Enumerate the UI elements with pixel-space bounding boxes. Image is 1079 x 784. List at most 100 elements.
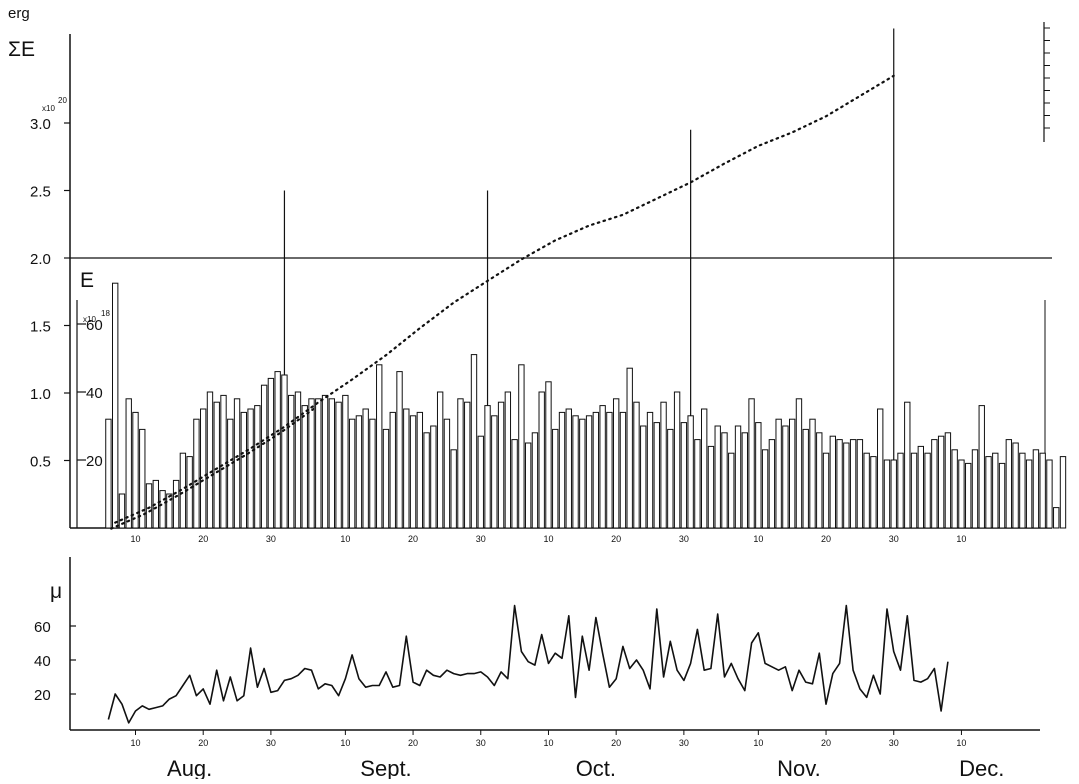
- energy-bar: [572, 415, 579, 529]
- energy-bar: [518, 364, 525, 529]
- energy-bar: [856, 439, 864, 529]
- upper-x-tick-label: 20: [821, 534, 831, 544]
- mu-line: [107, 604, 949, 724]
- mu-axis-tick-label: 60: [34, 619, 51, 636]
- energy-bar: [491, 415, 498, 529]
- upper-unit-label: erg: [8, 5, 30, 22]
- upper-x-tick-label: 10: [130, 534, 140, 544]
- energy-bar: [457, 398, 464, 529]
- lower-x-tick-label: 10: [340, 738, 350, 748]
- energy-bar: [1039, 452, 1046, 529]
- energy-bar: [565, 408, 572, 529]
- sum-axis-tick-label: 1.0: [30, 386, 51, 403]
- energy-bar: [342, 394, 349, 529]
- energy-bar: [294, 391, 302, 529]
- lower-x-tick-label: 10: [753, 738, 763, 748]
- bar-axis-tick-label: 60: [86, 317, 103, 334]
- energy-bar: [789, 418, 796, 529]
- lower-x-tick-label: 10: [543, 738, 553, 748]
- energy-bar: [274, 371, 281, 529]
- energy-bar: [816, 432, 823, 529]
- energy-bar: [186, 456, 193, 529]
- energy-bar: [579, 418, 586, 529]
- energy-bar: [680, 422, 688, 529]
- mu-axis-tick-label: 40: [34, 653, 51, 670]
- energy-bar: [843, 442, 850, 529]
- energy-bar: [335, 401, 342, 529]
- energy-bar: [829, 435, 836, 529]
- energy-bar: [416, 411, 424, 529]
- energy-bar: [288, 394, 295, 529]
- energy-bar: [673, 391, 681, 529]
- upper-x-tick-label: 30: [476, 534, 486, 544]
- energy-bar: [193, 418, 200, 529]
- energy-bar: [836, 439, 843, 529]
- energy-bar: [552, 428, 559, 529]
- energy-bar: [971, 449, 979, 529]
- energy-bar: [382, 428, 390, 529]
- upper-x-tick-label: 10: [543, 534, 553, 544]
- energy-bar: [728, 452, 735, 529]
- energy-bar: [917, 445, 925, 529]
- energy-bar: [606, 411, 613, 529]
- energy-bar: [105, 418, 112, 529]
- upper-sum-axis-exponent-power: 20: [58, 96, 67, 105]
- energy-bar: [897, 452, 904, 529]
- mu-axis-tick-label: 20: [34, 687, 51, 704]
- energy-bar: [944, 432, 952, 529]
- energy-bar: [653, 422, 660, 529]
- upper-bar-axis-title: E: [80, 269, 94, 292]
- lower-x-tick-label: 30: [476, 738, 486, 748]
- energy-bar: [267, 377, 275, 529]
- energy-bar: [145, 483, 153, 529]
- energy-bar: [782, 425, 789, 529]
- energy-bar: [802, 428, 809, 529]
- energy-bar: [755, 422, 762, 529]
- energy-bar: [477, 435, 484, 529]
- energy-bar: [132, 411, 139, 529]
- energy-bar: [660, 401, 667, 529]
- bar-axis-tick-label: 20: [86, 453, 103, 470]
- sum-axis-tick-label: 1.5: [30, 319, 51, 336]
- energy-bar: [233, 398, 241, 529]
- energy-bar: [159, 490, 166, 529]
- energy-bar: [741, 432, 748, 529]
- month-label: Sept.: [360, 756, 411, 779]
- energy-bar: [768, 439, 776, 529]
- lower-x-tick-label: 30: [889, 738, 899, 748]
- lower-axis-title: μ: [50, 580, 62, 603]
- energy-bar: [240, 411, 248, 529]
- energy-bar: [910, 452, 918, 529]
- sum-axis-tick-label: 0.5: [30, 454, 51, 471]
- energy-bar: [809, 418, 816, 529]
- energy-bar: [227, 418, 234, 529]
- energy-bar: [985, 456, 992, 529]
- lower-x-tick-label: 10: [956, 738, 966, 748]
- sum-axis-tick-label: 3.0: [30, 116, 51, 133]
- energy-bar: [118, 493, 126, 529]
- energy-bar: [863, 452, 870, 529]
- energy-bar: [775, 418, 782, 529]
- energy-bar: [409, 415, 417, 529]
- lower-x-tick-label: 20: [408, 738, 418, 748]
- energy-bar: [152, 479, 159, 529]
- energy-bar: [545, 381, 552, 529]
- energy-bar: [524, 442, 532, 529]
- energy-bar: [687, 415, 694, 529]
- energy-bar: [978, 405, 985, 529]
- upper-x-tick-label: 20: [408, 534, 418, 544]
- energy-bar: [484, 405, 491, 529]
- energy-bar: [443, 418, 451, 529]
- energy-bar: [220, 394, 227, 529]
- energy-bar: [497, 401, 505, 529]
- energy-bar: [599, 405, 606, 529]
- energy-bar: [1012, 442, 1019, 529]
- energy-bar: [538, 391, 545, 529]
- energy-bar: [254, 405, 261, 529]
- energy-bar: [883, 459, 891, 529]
- energy-bar: [260, 384, 268, 529]
- energy-bar: [640, 425, 647, 529]
- energy-bar: [734, 425, 742, 529]
- energy-bar: [396, 371, 403, 529]
